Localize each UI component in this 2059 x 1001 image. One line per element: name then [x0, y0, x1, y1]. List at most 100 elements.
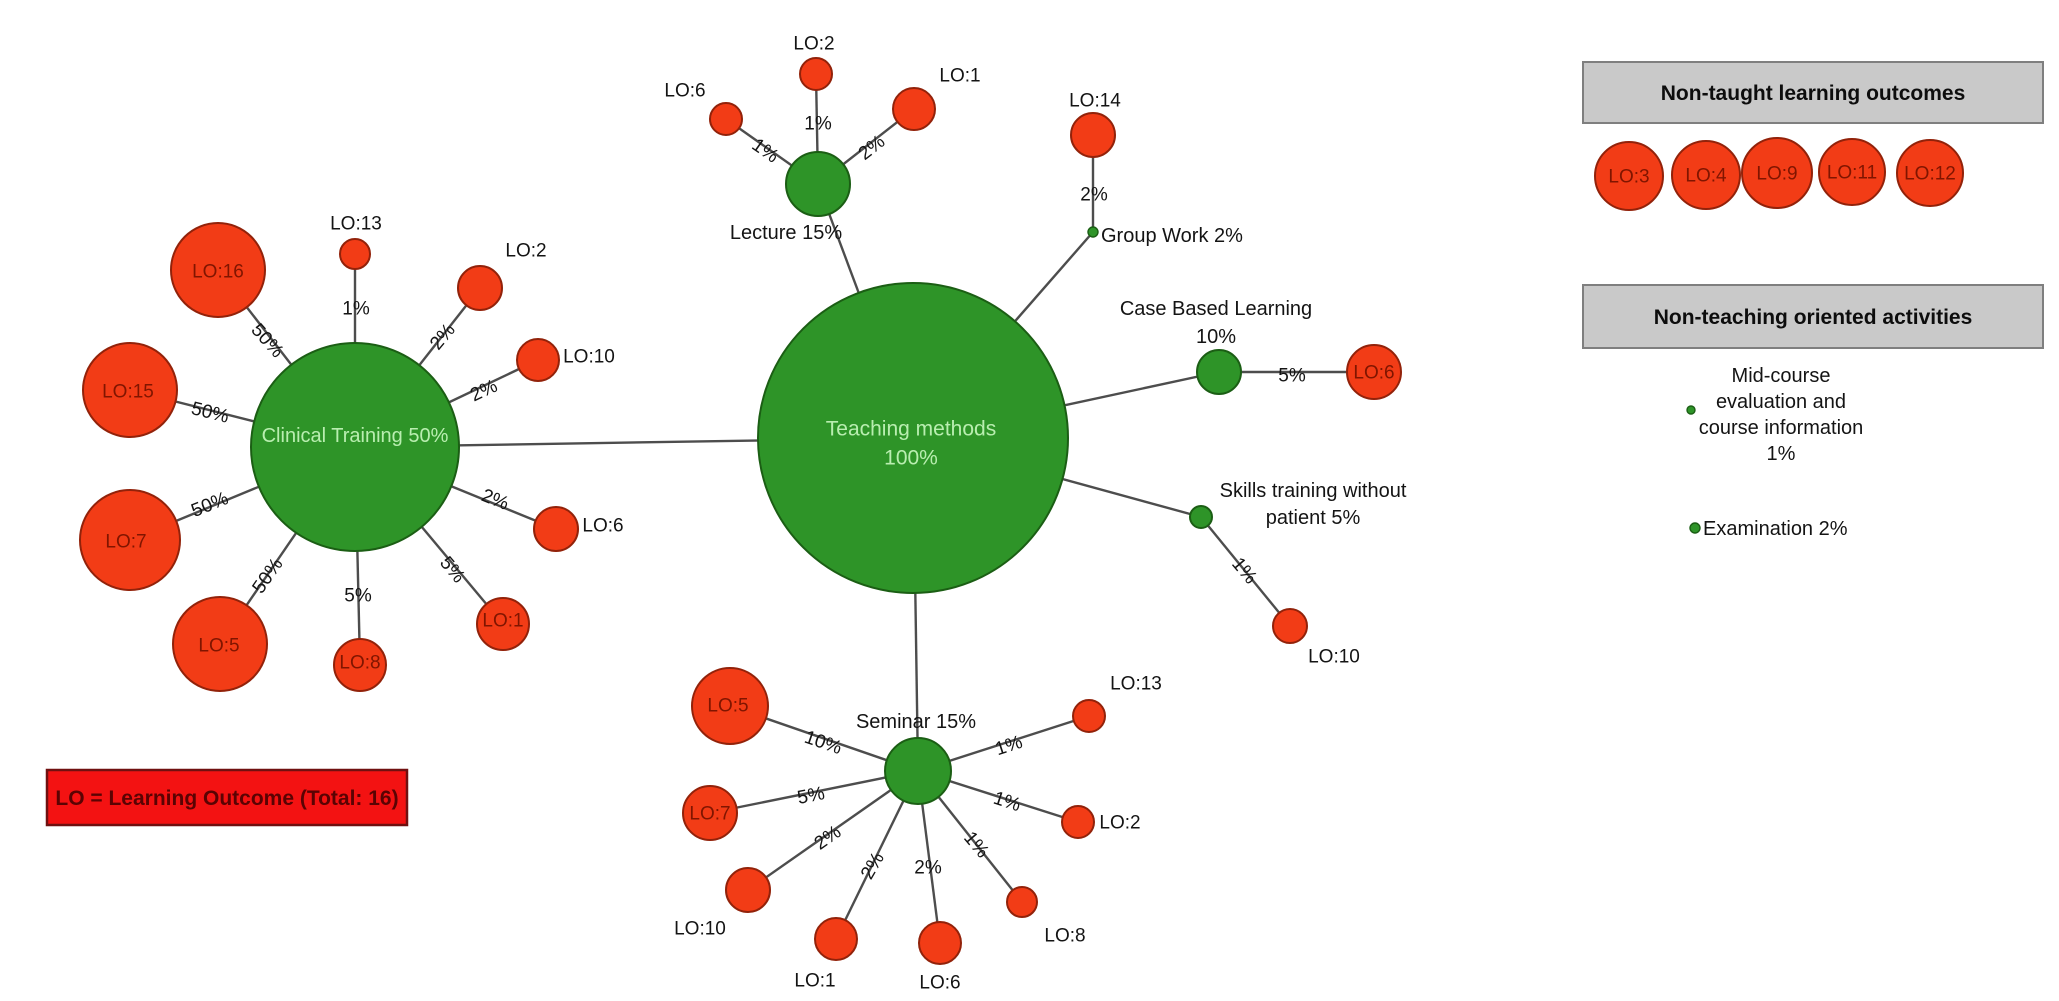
node-c7-label: LO:7 — [105, 532, 146, 553]
node-l1-circle — [892, 87, 936, 131]
node-l6-label: LO:6 — [664, 81, 705, 102]
node-cb6-label: LO:6 — [1353, 363, 1394, 384]
edge-groupwork-l14-percent-label: 2% — [1080, 185, 1108, 206]
node-p12-circle — [1896, 139, 1964, 207]
node-c5-label: LO:5 — [198, 636, 239, 657]
node-m10-label: LO:10 — [674, 919, 726, 940]
node-c16-label: LO:16 — [192, 262, 244, 283]
node-seminar-label: Seminar 15% — [856, 711, 976, 733]
node-cbl-label: 10% — [1196, 326, 1236, 348]
edge-seminar-m13-percent-label: 1% — [993, 732, 1026, 760]
panel-title-1: Non-teaching oriented activities — [1654, 306, 1973, 329]
edge-seminar-m7 — [709, 769, 919, 815]
edge-cbl-cb6-percent-label: 5% — [1278, 366, 1306, 387]
annotation-examination-line-0: Examination 2% — [1703, 518, 1848, 540]
node-m6-circle — [918, 921, 962, 965]
node-cb6-circle — [1346, 344, 1402, 400]
edge-seminar-m5-percent-label: 10% — [802, 727, 845, 759]
node-c16-circle — [170, 222, 266, 318]
node-m2-circle — [1061, 805, 1095, 839]
node-m8-label: LO:8 — [1044, 926, 1085, 947]
node-c7-circle — [79, 489, 181, 591]
edge-clinical-c6-percent-label: 2% — [478, 485, 511, 515]
annotation-midcourse-evaluation-line-0: Mid-course — [1732, 365, 1831, 387]
node-p9-label: LO:9 — [1756, 164, 1797, 185]
node-m5-label: LO:5 — [707, 696, 748, 717]
node-c10-circle — [516, 338, 560, 382]
node-p4-circle — [1671, 140, 1741, 210]
node-c15-circle — [82, 342, 178, 438]
edge-seminar-m1-percent-label: 2% — [857, 849, 889, 883]
annotation-midcourse-evaluation-line-3: 1% — [1767, 443, 1796, 465]
node-m2-label: LO:2 — [1099, 813, 1140, 834]
node-skills-label: Skills training without — [1220, 480, 1407, 502]
node-lecture-label: Lecture 15% — [730, 222, 843, 244]
node-c2-label: LO:2 — [505, 241, 546, 262]
node-s10-circle — [1272, 608, 1308, 644]
node-clinical-circle — [250, 342, 460, 552]
node-m7-circle — [682, 785, 738, 841]
node-l6-circle — [709, 102, 743, 136]
node-m1-circle — [814, 917, 858, 961]
edge-clinical-c8-percent-label: 5% — [344, 586, 372, 607]
panel-box-1 — [1582, 284, 2044, 349]
node-c13-label: LO:13 — [330, 214, 382, 235]
node-m8-circle — [1006, 886, 1038, 918]
edge-clinical-c15-percent-label: 50% — [189, 398, 231, 428]
node-c1-circle — [476, 597, 530, 651]
node-c15-label: LO:15 — [102, 382, 154, 403]
edge-clinical-c1-percent-label: 5% — [435, 553, 469, 588]
node-p3-label: LO:3 — [1608, 167, 1649, 188]
node-m7-label: LO:7 — [689, 804, 730, 825]
node-seminar-circle — [884, 737, 952, 805]
node-c5-circle — [172, 596, 268, 692]
node-m13-circle — [1072, 699, 1106, 733]
node-groupwork-circle — [1087, 226, 1099, 238]
node-cbl-circle — [1196, 349, 1242, 395]
node-teaching-label: Teaching methods — [826, 418, 996, 441]
edge-seminar-m10 — [747, 770, 919, 891]
node-l1-label: LO:1 — [939, 66, 980, 87]
edge-clinical-c13-percent-label: 1% — [342, 299, 370, 320]
node-c2-circle — [457, 265, 503, 311]
edge-seminar-m6-percent-label: 2% — [914, 858, 942, 879]
edge-lecture-l2-percent-label: 1% — [804, 114, 832, 135]
node-groupwork-label: Group Work 2% — [1101, 225, 1243, 247]
node-skills-label: patient 5% — [1266, 507, 1361, 529]
node-clinical-label: Clinical Training 50% — [262, 425, 449, 447]
node-p11-circle — [1818, 138, 1886, 206]
node-c10-label: LO:10 — [563, 347, 615, 368]
node-l2-label: LO:2 — [793, 34, 834, 55]
node-m10-circle — [725, 867, 771, 913]
node-m5-circle — [691, 667, 769, 745]
node-c6-label: LO:6 — [582, 516, 623, 537]
node-p9-circle — [1741, 137, 1813, 209]
node-l14-label: LO:14 — [1069, 91, 1121, 112]
node-s10-label: LO:10 — [1308, 647, 1360, 668]
annotation-midcourse-evaluation-line-2: course information — [1699, 417, 1864, 439]
node-dot-exam-circle — [1689, 522, 1701, 534]
edge-seminar-m7-percent-label: 5% — [796, 783, 827, 809]
edge-clinical-c7-percent-label: 50% — [188, 488, 231, 522]
node-p3-circle — [1594, 141, 1664, 211]
node-c8-label: LO:8 — [339, 653, 380, 674]
node-teaching-circle — [757, 282, 1069, 594]
edge-skills-s10 — [1200, 516, 1291, 627]
node-c1-label: LO:1 — [482, 611, 523, 632]
node-m1-label: LO:1 — [794, 971, 835, 992]
node-teaching-label: 100% — [884, 447, 938, 470]
node-c6-circle — [533, 506, 579, 552]
node-l2-circle — [799, 57, 833, 91]
node-m13-label: LO:13 — [1110, 674, 1162, 695]
node-p12-label: LO:12 — [1904, 164, 1956, 185]
annotation-midcourse-evaluation-line-1: evaluation and — [1716, 391, 1846, 413]
node-c13-circle — [339, 238, 371, 270]
legend-label: LO = Learning Outcome (Total: 16) — [55, 787, 398, 810]
edge-clinical-c5-percent-label: 50% — [248, 554, 287, 597]
node-cbl-label: Case Based Learning — [1120, 298, 1312, 320]
panel-box-0 — [1582, 61, 2044, 124]
node-skills-circle — [1189, 505, 1213, 529]
node-lecture-circle — [785, 151, 851, 217]
panel-title-0: Non-taught learning outcomes — [1661, 82, 1966, 105]
